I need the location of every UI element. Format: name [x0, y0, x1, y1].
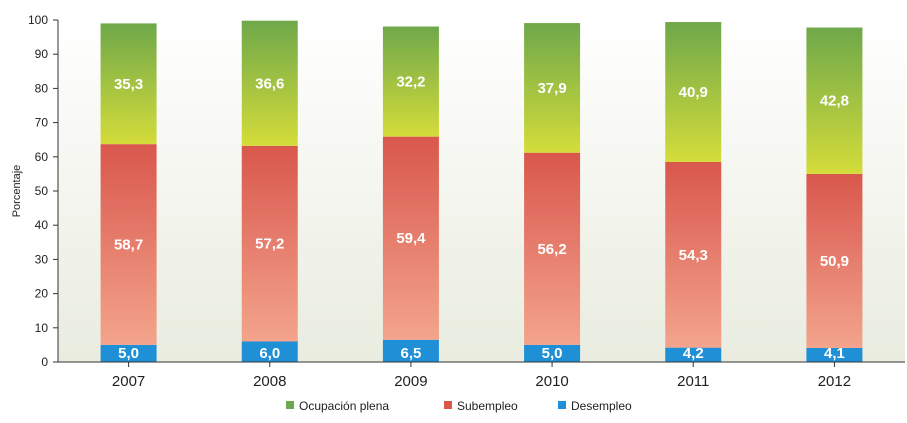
bar-segment-subempleo — [524, 152, 581, 345]
bar-segment-desempleo — [241, 341, 298, 362]
y-tick-label: 50 — [35, 184, 49, 198]
legend-label: Subempleo — [457, 399, 518, 413]
data-label: 5,0 — [118, 345, 139, 362]
bar-segment-ocupacion-plena — [100, 23, 157, 145]
legend-swatch — [558, 401, 566, 409]
bar-segment-desempleo — [524, 344, 581, 362]
bar-segment-subempleo — [665, 161, 722, 348]
bar-segment-subempleo — [382, 136, 439, 340]
data-label: 50,9 — [820, 253, 849, 270]
y-tick-label: 10 — [35, 321, 49, 335]
data-label: 37,9 — [537, 80, 566, 97]
y-tick-label: 40 — [35, 218, 49, 232]
y-axis-label: Porcentaje — [11, 165, 23, 218]
data-label: 42,8 — [820, 93, 849, 110]
data-label: 5,0 — [542, 345, 563, 362]
x-tick-label: 2012 — [818, 373, 851, 390]
y-tick-label: 0 — [41, 355, 48, 369]
data-label: 54,3 — [679, 247, 708, 264]
data-label: 35,3 — [114, 76, 143, 93]
bar-segment-ocupacion-plena — [806, 27, 863, 174]
y-tick-label: 80 — [35, 81, 49, 95]
data-label: 32,2 — [396, 74, 425, 91]
x-tick-label: 2009 — [394, 373, 427, 390]
data-label: 40,9 — [679, 84, 708, 101]
x-axis: 2007 2008 2009 2010 2011 2012 — [58, 361, 905, 390]
legend-swatch — [286, 401, 294, 409]
bar-segment-ocupacion-plena — [524, 23, 581, 153]
bar-segment-subempleo — [806, 173, 863, 348]
x-tick-label: 2010 — [535, 373, 568, 390]
y-axis: 0 10 20 30 40 50 60 70 80 90 100 — [28, 13, 59, 369]
legend-label: Desempleo — [571, 399, 632, 413]
bar-segment-ocupacion-plena — [382, 26, 439, 137]
plot-background — [58, 20, 905, 362]
data-label: 4,1 — [824, 345, 845, 362]
y-tick-label: 60 — [35, 150, 49, 164]
data-label: 36,6 — [255, 75, 284, 92]
y-tick-label: 100 — [28, 13, 48, 27]
bars: 5,0 58,7 35,3 6,0 57,2 36,6 6,5 59,4 32,2 5,0 56,2… — [100, 20, 863, 362]
y-tick-label: 20 — [35, 287, 49, 301]
legend: Ocupación plena Subempleo Desempleo — [286, 399, 632, 413]
y-tick-label: 30 — [35, 252, 49, 266]
bar-segment-ocupacion-plena — [665, 22, 722, 162]
y-tick-label: 90 — [35, 47, 49, 61]
data-label: 56,2 — [537, 241, 566, 258]
data-label: 6,0 — [259, 345, 280, 362]
x-tick-label: 2008 — [253, 373, 286, 390]
bar-segment-desempleo — [100, 344, 157, 362]
data-label: 57,2 — [255, 236, 284, 253]
data-label: 6,5 — [400, 345, 421, 362]
x-tick-label: 2007 — [112, 373, 145, 390]
bar-segment-desempleo — [382, 339, 439, 362]
bar-segment-ocupacion-plena — [241, 20, 298, 146]
bar-segment-desempleo — [665, 347, 722, 362]
legend-label: Ocupación plena — [299, 399, 389, 413]
legend-swatch — [444, 401, 452, 409]
data-label: 4,2 — [683, 345, 704, 362]
bar-segment-subempleo — [241, 145, 298, 342]
data-label: 58,7 — [114, 237, 143, 254]
data-label: 59,4 — [396, 230, 426, 247]
bar-segment-subempleo — [100, 144, 157, 345]
bar-segment-desempleo — [806, 347, 863, 362]
y-tick-label: 70 — [35, 116, 49, 130]
x-tick-label: 2011 — [677, 373, 709, 390]
